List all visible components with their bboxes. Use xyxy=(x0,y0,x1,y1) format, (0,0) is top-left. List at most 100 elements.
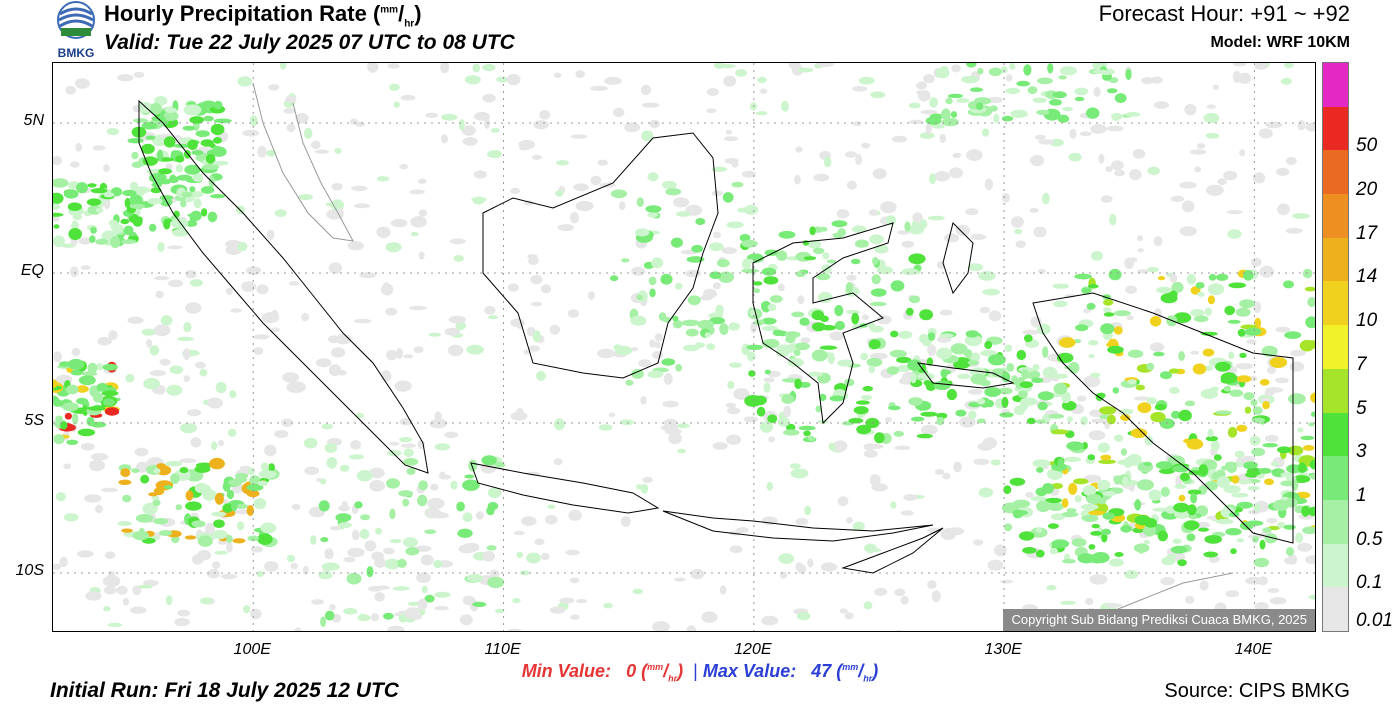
rain-cell xyxy=(406,467,416,475)
rain-cell xyxy=(608,412,616,417)
rain-cell xyxy=(1089,574,1108,585)
rain-cell xyxy=(984,387,1002,397)
rain-cell xyxy=(1032,364,1040,371)
rain-cell xyxy=(199,484,211,495)
rain-cell xyxy=(75,385,89,393)
rain-cell xyxy=(988,310,1002,322)
rain-cell xyxy=(769,295,783,303)
rain-cell xyxy=(63,463,72,470)
rain-cell xyxy=(735,69,747,77)
rain-cell xyxy=(706,343,716,351)
rain-cell xyxy=(1060,66,1077,76)
rain-cell xyxy=(72,412,79,425)
rain-cell xyxy=(1080,503,1099,511)
rain-cell xyxy=(1062,106,1073,112)
rain-cell xyxy=(1136,235,1143,242)
rain-cell xyxy=(674,577,686,582)
rain-cell xyxy=(927,215,945,221)
rain-cell xyxy=(880,201,897,214)
rain-cell xyxy=(870,91,886,99)
rain-cell xyxy=(462,479,480,491)
rain-cell xyxy=(1189,149,1207,155)
rain-cell xyxy=(1102,512,1115,520)
rain-cell xyxy=(856,424,872,435)
rain-cell xyxy=(1103,307,1112,313)
rain-cell xyxy=(604,76,622,85)
rain-cell xyxy=(1015,379,1023,390)
rain-cell xyxy=(53,434,65,445)
rain-cell xyxy=(53,563,62,570)
legend-label: 17 xyxy=(1356,222,1378,244)
rain-cell xyxy=(866,357,883,367)
rain-cell xyxy=(1125,112,1141,117)
rain-cell xyxy=(1194,315,1209,323)
rain-cell xyxy=(876,266,893,275)
longitude-label: 100E xyxy=(233,641,271,658)
rain-cell xyxy=(339,464,350,472)
rain-cell xyxy=(636,294,643,300)
rain-cell xyxy=(1127,379,1137,385)
rain-cell xyxy=(166,384,183,396)
rain-cell xyxy=(855,154,862,166)
rain-cell xyxy=(1080,416,1088,426)
rain-cell xyxy=(189,186,196,193)
rain-cell xyxy=(549,324,561,335)
rain-cell xyxy=(1098,442,1110,453)
rain-cell xyxy=(1243,392,1255,401)
rain-cell xyxy=(1217,178,1227,186)
rain-cell xyxy=(920,109,938,115)
rain-cell xyxy=(884,417,892,423)
rain-cell xyxy=(213,118,232,124)
rain-cell xyxy=(131,468,140,473)
rain-cell xyxy=(1047,502,1064,511)
rain-cell xyxy=(874,432,885,444)
rain-cell xyxy=(799,317,810,326)
rain-cell xyxy=(761,267,777,276)
legend-label: 1 xyxy=(1356,484,1367,506)
rain-cell xyxy=(1231,492,1249,498)
rain-cell xyxy=(816,63,835,68)
rain-cell xyxy=(1098,459,1116,465)
rain-cell xyxy=(222,503,234,513)
rain-cell xyxy=(163,136,176,148)
rain-cell xyxy=(494,462,506,468)
legend-swatch xyxy=(1323,325,1348,370)
rain-cell xyxy=(157,149,164,162)
rain-cell xyxy=(464,474,475,479)
rain-cell xyxy=(694,342,706,349)
rain-cell xyxy=(1111,112,1123,120)
rain-cell xyxy=(731,181,744,188)
rain-cell xyxy=(200,597,213,605)
rain-cell xyxy=(102,575,121,588)
rain-cell xyxy=(326,209,343,220)
rain-cell xyxy=(447,344,464,357)
rain-cell xyxy=(80,265,91,270)
rain-cell xyxy=(744,395,762,407)
min-value-label: Min Value: xyxy=(521,661,612,681)
rain-cell xyxy=(903,494,918,501)
rain-cell xyxy=(569,577,580,584)
rain-cell xyxy=(1114,552,1124,557)
rain-cell xyxy=(103,192,115,198)
rain-cell xyxy=(347,241,364,251)
rain-cell xyxy=(382,282,391,292)
rain-cell xyxy=(228,479,243,486)
rain-cell xyxy=(660,273,673,285)
rain-cell xyxy=(1157,530,1169,542)
rain-cell xyxy=(178,458,197,464)
rain-cell xyxy=(185,490,194,501)
rain-cell xyxy=(706,88,720,96)
rain-cell xyxy=(1038,139,1055,145)
rain-cell xyxy=(795,517,809,526)
rain-cell xyxy=(672,320,683,329)
rain-cell xyxy=(888,405,901,411)
rain-cell xyxy=(756,406,766,417)
rain-cell xyxy=(1298,513,1314,520)
rain-cell xyxy=(346,572,362,585)
rain-cell xyxy=(471,196,487,202)
rain-cell xyxy=(303,437,318,449)
rain-cell xyxy=(418,480,428,491)
rain-cell xyxy=(183,104,202,116)
rain-cell xyxy=(90,226,97,234)
precipitation-map: Copyright Sub Bidang Prediksi Cuaca BMKG… xyxy=(52,62,1316,632)
